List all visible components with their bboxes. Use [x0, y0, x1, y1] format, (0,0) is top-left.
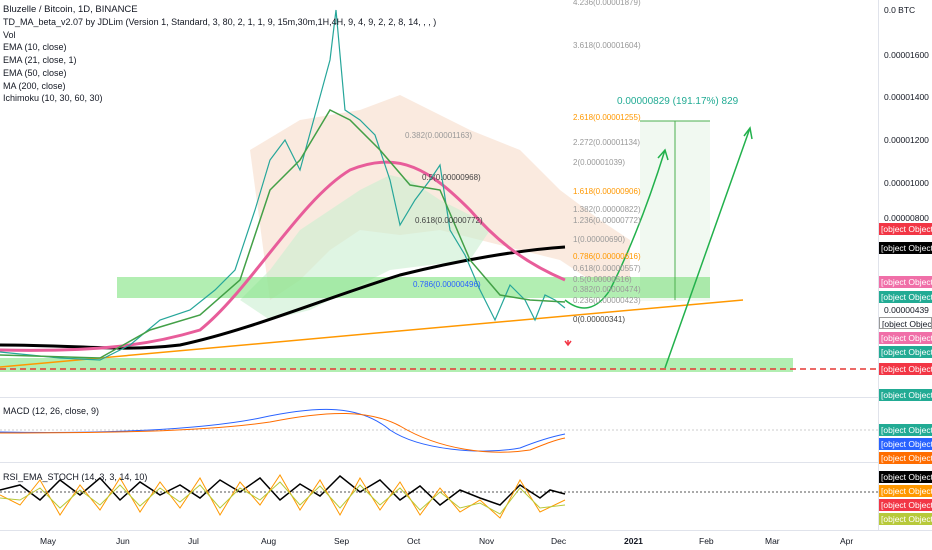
- macd-badge: [object Object]: [879, 438, 932, 450]
- time-label: Oct: [407, 536, 421, 546]
- price-label: 0.00001200: [884, 135, 929, 145]
- projection-arrow: [564, 149, 666, 309]
- ema10: [0, 109, 566, 359]
- pane-border: [0, 530, 932, 531]
- fib-level: 0(0.00000341): [573, 315, 626, 324]
- down-arrow: [564, 340, 572, 347]
- fib-level: 1.618(0.00000906): [573, 187, 641, 196]
- fib-level: 1(0.00000690): [573, 235, 626, 244]
- indicator-label: EMA (21, close, 1): [3, 55, 77, 66]
- price-badge: [object Object]: [879, 332, 932, 344]
- fib-level: 0.5(0.00000968): [422, 173, 481, 182]
- price-label: 0.0 BTC: [884, 5, 916, 15]
- time-label: Jun: [116, 536, 130, 546]
- fib-level: 0.236(0.00000423): [573, 296, 641, 305]
- axis-border: [878, 0, 879, 530]
- time-label: Mar: [765, 536, 780, 546]
- time-label: Jul: [188, 536, 199, 546]
- time-label: May: [40, 536, 57, 546]
- fib-level: 0.618(0.00000557): [573, 264, 641, 273]
- symbol-title: Bluzelle / Bitcoin, 1D, BINANCE: [3, 4, 138, 15]
- target-box: [640, 121, 710, 301]
- fib-level: 0.786(0.00000616): [573, 252, 641, 261]
- rsi-badge: [object Object]: [879, 471, 932, 483]
- time-label: Sep: [334, 536, 350, 546]
- rsi-badge: [object Object]: [879, 513, 932, 525]
- price-badge: [object Object]: [879, 389, 932, 401]
- indicator-label: EMA (10, close): [3, 42, 67, 53]
- time-label: Dec: [551, 536, 567, 546]
- macd-badge: [object Object]: [879, 452, 932, 464]
- rsi-badge: [object Object]: [879, 485, 932, 497]
- indicator-label: Ichimoku (10, 30, 60, 30): [3, 93, 103, 104]
- fib-level: 1.382(0.00000822): [573, 205, 641, 214]
- fib-level: 0.382(0.00001163): [405, 131, 473, 140]
- indicator-label: EMA (50, close): [3, 67, 67, 78]
- price-badge: [object Object]: [879, 363, 932, 375]
- signal-line: [0, 413, 566, 453]
- price-badge: [object Object]: [879, 291, 932, 303]
- fib-level: 3.618(0.00001604): [573, 41, 641, 50]
- fib-level: 0.786(0.00000496): [413, 280, 481, 289]
- pane-title: MACD (12, 26, close, 9): [3, 406, 100, 416]
- pane-border: [0, 462, 878, 463]
- time-label: Aug: [261, 536, 277, 546]
- time-label: Apr: [840, 536, 854, 546]
- support-zone: [0, 358, 793, 372]
- trendline: [0, 299, 744, 368]
- pane-title: RSI_EMA_STOCH (14, 3, 3, 14, 10): [3, 472, 148, 482]
- price: [0, 9, 566, 361]
- fib-level: 2.618(0.00001255): [573, 113, 641, 122]
- price-badge: [object Object]: [879, 223, 932, 235]
- price-badge: [object Object]: [879, 346, 932, 358]
- price-badge: [object Object]: [879, 242, 932, 254]
- indicator-label: TD_MA_beta_v2.07 by JDLim (Version 1, St…: [3, 17, 437, 27]
- fib-level: 2(0.00001039): [573, 158, 626, 167]
- price-label: 0.00001600: [884, 50, 929, 60]
- ema50: [0, 160, 566, 352]
- fib-level: 0.618(0.00000772): [415, 216, 483, 225]
- price-badge: [object Object]: [879, 276, 932, 288]
- indicator-label: Vol: [3, 29, 16, 40]
- price-badge: [object Object]: [879, 317, 932, 329]
- target-annotation: 0.00000829 (191.17%) 829: [617, 96, 739, 107]
- fib-level: 2.272(0.00001134): [573, 138, 641, 147]
- time-label: 2021: [624, 536, 643, 546]
- time-label: Feb: [699, 536, 714, 546]
- price-label: 0.00001000: [884, 178, 929, 188]
- indicator-label: MA (200, close): [3, 80, 66, 91]
- price-label: 0.00000439: [884, 305, 929, 315]
- fib-level: 0.5(0.00000516): [573, 275, 632, 284]
- pane-border: [0, 397, 878, 398]
- macd-badge: [object Object]: [879, 424, 932, 436]
- fib-level: 0.382(0.00000474): [573, 285, 641, 294]
- rsi-badge: [object Object]: [879, 499, 932, 511]
- arrow-head: [657, 126, 753, 161]
- stoch-k: [0, 474, 566, 519]
- support-zone: [117, 277, 710, 298]
- fib-level: 1.236(0.00000772): [573, 216, 641, 225]
- projection-arrow: [664, 127, 751, 369]
- fib-level: 4.236(0.00001879): [573, 0, 641, 7]
- time-label: Nov: [479, 536, 495, 546]
- stoch-d: [0, 481, 566, 515]
- price-label: 0.00000800: [884, 213, 929, 223]
- price-label: 0.00001400: [884, 92, 929, 102]
